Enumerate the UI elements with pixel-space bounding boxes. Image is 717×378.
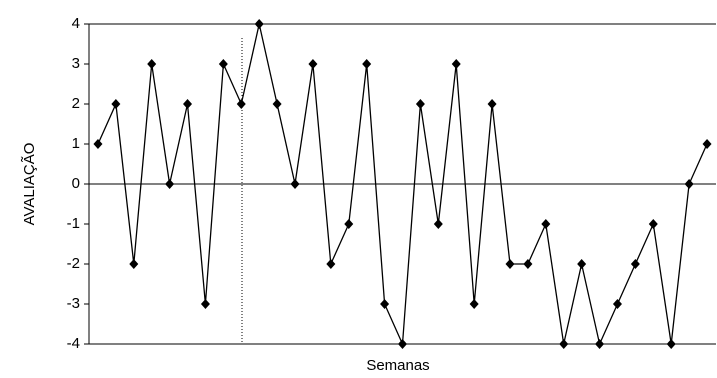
data-point — [218, 59, 228, 69]
y-tick-label: 0 — [72, 175, 80, 192]
y-tick-label: 2 — [72, 95, 80, 112]
data-point — [200, 299, 210, 309]
data-point — [630, 259, 640, 269]
data-point — [559, 339, 569, 349]
data-point — [415, 99, 425, 109]
y-tick-label: -1 — [67, 215, 80, 232]
y-tick-label: 4 — [72, 15, 80, 32]
data-point — [666, 339, 676, 349]
data-point — [344, 219, 354, 229]
data-point — [380, 299, 390, 309]
y-tick-label: 1 — [72, 135, 80, 152]
data-point — [272, 99, 282, 109]
data-point — [702, 139, 712, 149]
data-point — [523, 259, 533, 269]
data-point — [451, 59, 461, 69]
y-tick-label: -3 — [67, 295, 80, 312]
data-point — [505, 259, 515, 269]
data-point — [362, 59, 372, 69]
data-point — [254, 19, 264, 29]
data-point — [433, 219, 443, 229]
data-point — [612, 299, 622, 309]
data-point — [595, 339, 605, 349]
y-axis-label: AVALIAÇÃO — [21, 143, 38, 226]
data-point — [290, 179, 300, 189]
data-point — [129, 259, 139, 269]
data-point — [165, 179, 175, 189]
data-point — [147, 59, 157, 69]
y-tick-label: 3 — [72, 55, 80, 72]
y-tick-label: -4 — [67, 335, 80, 352]
data-point — [183, 99, 193, 109]
y-tick-label: -2 — [67, 255, 80, 272]
data-point — [326, 259, 336, 269]
data-point — [541, 219, 551, 229]
data-point — [308, 59, 318, 69]
data-point — [236, 99, 246, 109]
data-point — [398, 339, 407, 349]
data-point — [577, 259, 587, 269]
data-point — [93, 139, 103, 149]
data-point — [684, 179, 694, 189]
data-point — [469, 299, 479, 309]
data-point — [111, 99, 121, 109]
data-point — [487, 99, 497, 109]
data-point — [648, 219, 658, 229]
x-axis-label: Semanas — [366, 357, 429, 374]
